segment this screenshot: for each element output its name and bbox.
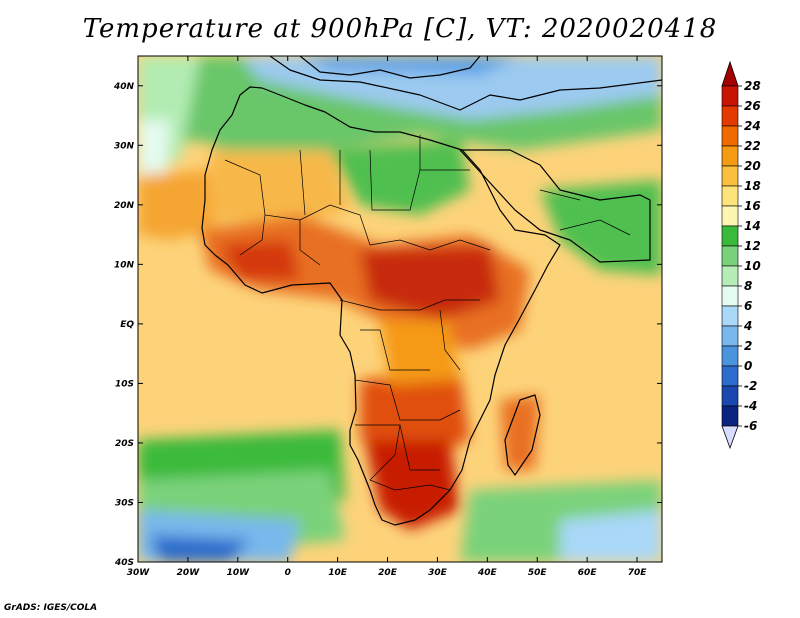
colorbar-swatch — [721, 385, 739, 407]
colorbar-swatch — [721, 305, 739, 327]
lat-tick-label: 40N — [113, 82, 135, 92]
colorbar-label: -4 — [744, 399, 757, 413]
colorbar-swatch — [721, 245, 739, 267]
colorbar-label: -6 — [744, 419, 757, 433]
colorbar-swatch — [721, 405, 739, 427]
lon-tick-label: 30E — [428, 568, 448, 578]
colorbar-swatch — [721, 105, 739, 127]
colorbar-swatch — [721, 265, 739, 287]
map-frame — [137, 55, 663, 563]
colorbar-label: 10 — [744, 259, 761, 273]
lon-tick-label: 70E — [628, 568, 648, 578]
map-title: Temperature at 900hPa [C], VT: 202002041… — [82, 14, 718, 44]
colorbar-swatch — [721, 185, 739, 207]
colorbar-swatch — [721, 365, 739, 387]
colorbar-label: 22 — [744, 139, 761, 153]
lat-tick-label: 10N — [114, 260, 135, 270]
lat-tick-label: EQ — [120, 320, 134, 330]
lat-tick-label: 20N — [114, 201, 135, 211]
lat-tick-label: 30S — [115, 498, 134, 508]
colorbar-label: 12 — [744, 239, 761, 253]
colorbar-label: 4 — [743, 319, 752, 333]
lon-tick-label: 10W — [227, 568, 251, 578]
longitude-axis: 30W 20W 10W 0 10E 20E 30E 40E 50E 60E 70E — [127, 56, 647, 578]
lon-tick-label: 10E — [328, 568, 348, 578]
colorbar-swatch — [721, 165, 739, 187]
colorbar-label: 18 — [744, 179, 761, 193]
lon-tick-label: 0 — [285, 568, 291, 578]
colorbar-swatch — [721, 125, 739, 147]
lon-tick-label: 60E — [578, 568, 598, 578]
colorbar-label: 8 — [744, 279, 752, 293]
colorbar-swatch — [721, 345, 739, 367]
lat-tick-label: 20S — [115, 439, 134, 449]
colorbar-bottom-arrow — [721, 425, 739, 450]
colorbar-label: 0 — [744, 359, 752, 373]
colorbar-swatch — [721, 225, 739, 247]
lon-tick-label: 20E — [378, 568, 398, 578]
colorbar-swatch — [721, 205, 739, 227]
temperature-field — [138, 56, 662, 562]
colorbar-label: 24 — [744, 119, 761, 133]
lat-tick-label: 40S — [114, 558, 134, 568]
colorbar-swatch — [721, 325, 739, 347]
colorbar-label: 14 — [744, 219, 761, 233]
colorbar-swatch — [721, 85, 739, 107]
colorbar-swatch — [721, 145, 739, 167]
lon-tick-label: 30W — [127, 568, 151, 578]
credit-label: GrADS: IGES/COLA — [4, 603, 98, 613]
lon-tick-label: 40E — [477, 568, 498, 578]
colorbar-label: 16 — [744, 199, 761, 213]
lat-tick-label: 10S — [115, 379, 134, 389]
colorbar-label: 6 — [744, 299, 752, 313]
country-borders — [224, 135, 631, 491]
colorbar-label: 26 — [744, 99, 761, 113]
coastline — [201, 56, 662, 526]
colorbar-label: 20 — [744, 159, 761, 173]
colorbar-swatch — [721, 285, 739, 307]
lat-tick-label: 30N — [114, 141, 135, 151]
lon-tick-label: 50E — [528, 568, 548, 578]
latitude-axis: 40N 30N 20N 10N EQ 10S 20S 30S 40S — [113, 82, 662, 568]
colorbar-label: 28 — [744, 79, 761, 93]
colorbar-label: 2 — [744, 339, 752, 353]
colorbar-label: -2 — [744, 379, 757, 393]
colorbar-top-arrow — [721, 60, 739, 87]
lon-tick-label: 20W — [177, 568, 201, 578]
